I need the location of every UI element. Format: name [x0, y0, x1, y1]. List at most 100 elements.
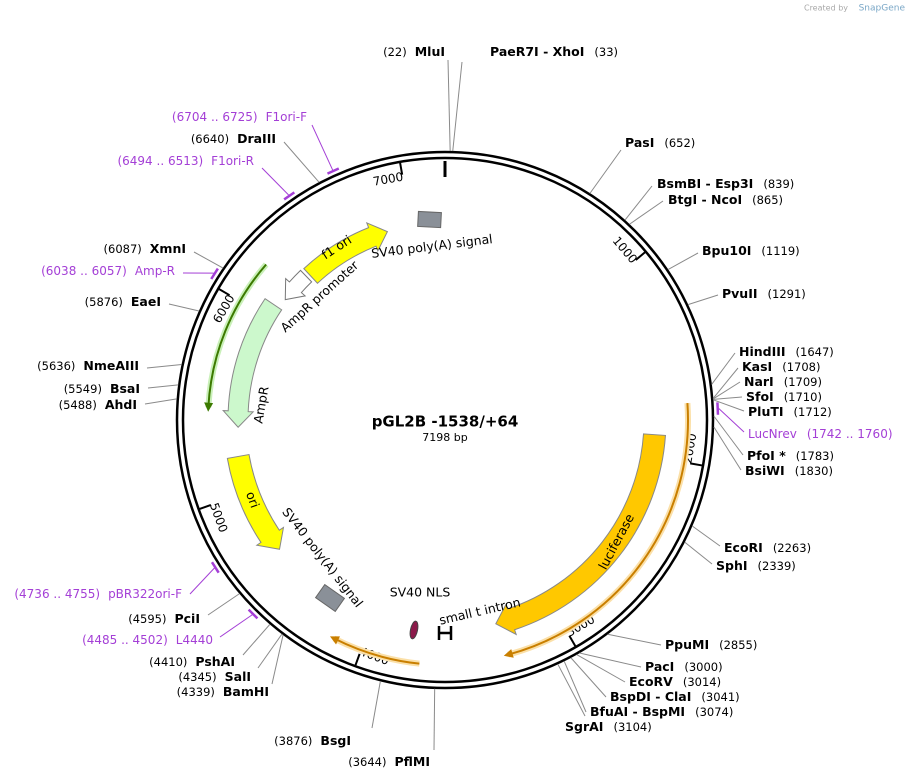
site-line — [257, 633, 283, 669]
enzyme-label: HindIII (1647) — [739, 344, 834, 359]
site-line — [193, 251, 224, 269]
enzyme-label-part: PfoI * — [747, 448, 786, 463]
primer-label-part: pBR322ori-F — [108, 587, 182, 601]
site-line — [713, 426, 742, 471]
primer-label-part: (6494 .. 6513) — [117, 154, 203, 168]
enzyme-label: BfuAI - BspMI (3074) — [590, 704, 733, 719]
site-line — [607, 633, 662, 646]
enzyme-label-part: (3014) — [683, 675, 721, 689]
enzyme-label-part: BamHI — [223, 684, 269, 699]
enzyme-label: Bpu10I (1119) — [702, 243, 800, 258]
tick-mark — [635, 251, 646, 261]
primer-line — [718, 408, 745, 433]
amp-primer-arc — [207, 263, 267, 408]
enzyme-label-part: (1709) — [784, 375, 822, 389]
enzyme-label-part: PaeR7I - XhoI — [490, 44, 584, 59]
site-line — [576, 654, 626, 683]
enzyme-label-part: (1291) — [768, 287, 806, 301]
enzyme-label-part: EcoRI — [724, 540, 763, 555]
primer-mark — [716, 402, 720, 415]
site-line — [447, 59, 451, 152]
site-line — [624, 185, 653, 221]
enzyme-label-part: SphI — [716, 558, 748, 573]
site-line — [271, 634, 284, 685]
enzyme-label-part: PasI — [625, 135, 654, 150]
enzyme-label: BspDI - ClaI (3041) — [610, 689, 740, 704]
enzyme-label-part: BsgI — [320, 733, 351, 748]
site-line — [713, 399, 745, 412]
site-line — [563, 660, 587, 713]
primer-mark — [210, 267, 219, 280]
site-line — [711, 352, 736, 385]
plasmid-length: 7198 bp — [422, 431, 467, 444]
enzyme-label-part: (1710) — [784, 390, 822, 404]
site-line — [433, 688, 436, 751]
enzyme-label-part: PflMI — [394, 754, 430, 769]
enzyme-label-part: PciI — [174, 611, 200, 626]
enzyme-label-part: (839) — [763, 177, 794, 191]
enzyme-label: (6087) XmnI — [104, 241, 186, 256]
site-line — [283, 141, 320, 183]
primer-mark — [210, 561, 220, 574]
site-line — [570, 657, 607, 698]
enzyme-label: (5549) BsaI — [64, 381, 140, 396]
enzyme-label: EcoRI (2263) — [724, 540, 811, 555]
enzyme-label-part: (5636) — [37, 359, 75, 373]
primer-label-part: Amp-R — [135, 264, 175, 278]
tick-mark — [568, 635, 577, 647]
sv40-arc-head — [329, 636, 340, 645]
primer-label-part: (4736 .. 4755) — [14, 587, 100, 601]
intron-mark — [437, 626, 453, 640]
enzyme-label-part: (4345) — [178, 670, 216, 684]
primer-line — [219, 614, 253, 638]
enzyme-label-part: (2339) — [758, 559, 796, 573]
enzyme-label-part: (3000) — [684, 660, 722, 674]
enzyme-label-part: (3876) — [274, 734, 312, 748]
enzyme-label-part: (4595) — [128, 612, 166, 626]
enzyme-label-part: (652) — [664, 136, 695, 150]
luc-arc-head — [503, 649, 514, 658]
primer-mark — [283, 191, 296, 201]
ori-arrow — [226, 453, 285, 550]
feature-label: ori — [243, 489, 263, 509]
enzyme-label-part: (1712) — [794, 405, 832, 419]
enzyme-label-part: (4339) — [177, 685, 215, 699]
primer-label: (6704 .. 6725) F1ori-F — [172, 110, 307, 124]
enzyme-label: (4345) SalI — [178, 669, 251, 684]
enzyme-label-part: (1783) — [796, 449, 834, 463]
enzyme-label: (4410) PshAI — [149, 654, 235, 669]
enzyme-label-part: (3074) — [695, 705, 733, 719]
enzyme-label-part: (3041) — [701, 690, 739, 704]
enzyme-label-part: Bpu10I — [702, 243, 751, 258]
enzyme-label: BtgI - NcoI (865) — [668, 192, 783, 207]
primer-label-part: (4485 .. 4502) — [82, 633, 168, 647]
site-line — [371, 681, 381, 729]
primer-line — [261, 167, 289, 196]
enzyme-label: (4595) PciI — [128, 611, 200, 626]
enzyme-label: SphI (2339) — [716, 558, 796, 573]
tick-mark — [354, 653, 361, 666]
enzyme-label-part: (1708) — [782, 360, 820, 374]
enzyme-label: NarI (1709) — [744, 374, 822, 389]
site-line — [146, 364, 182, 369]
backbone-inner — [181, 156, 709, 684]
site-line — [713, 415, 744, 456]
enzyme-label: PfoI * (1783) — [747, 448, 834, 463]
enzyme-label-part: AhdI — [105, 397, 137, 412]
feature-label: AmpR — [250, 385, 271, 425]
enzyme-label-part: (2263) — [773, 541, 811, 555]
enzyme-label-part: (1647) — [796, 345, 834, 359]
enzyme-label: KasI (1708) — [742, 359, 820, 374]
luciferase-arrow — [495, 433, 666, 636]
feature-label: SV40 NLS — [390, 585, 451, 600]
site-line — [712, 381, 741, 400]
primer-label-part: F1ori-F — [266, 110, 307, 124]
enzyme-label-part: (3104) — [613, 720, 651, 734]
primer-mark — [247, 608, 259, 620]
site-line — [712, 367, 739, 399]
site-line — [557, 663, 586, 717]
ampr-promoter-arrow — [284, 269, 313, 301]
enzyme-label-part: HindIII — [739, 344, 786, 359]
enzyme-label-part: BspDI - ClaI — [610, 689, 691, 704]
site-line — [147, 384, 179, 389]
